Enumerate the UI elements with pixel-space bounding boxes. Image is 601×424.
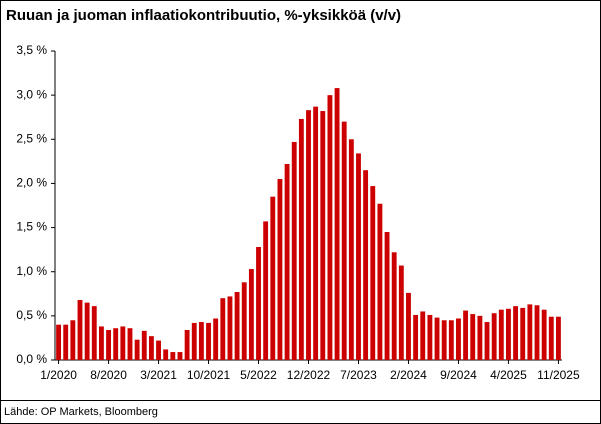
bar bbox=[356, 153, 361, 360]
source: Lähde: OP Markets, Bloomberg bbox=[4, 406, 158, 418]
y-tick-label: 1,5 % bbox=[16, 220, 47, 234]
bar bbox=[498, 309, 504, 360]
bar bbox=[120, 326, 126, 360]
bar bbox=[56, 324, 61, 360]
bar bbox=[77, 299, 83, 360]
bar bbox=[163, 349, 169, 360]
bar bbox=[398, 265, 404, 360]
y-tick-label: 0,0 % bbox=[16, 352, 47, 366]
bar bbox=[420, 311, 426, 360]
bar bbox=[448, 320, 454, 360]
bar bbox=[227, 296, 233, 360]
x-tick-label: 11/2025 bbox=[537, 368, 580, 382]
bar bbox=[370, 186, 376, 360]
bar bbox=[377, 203, 383, 360]
bar bbox=[127, 328, 133, 360]
bar bbox=[284, 164, 290, 360]
x-tick-label: 7/2023 bbox=[340, 368, 377, 382]
bar bbox=[548, 316, 554, 360]
bar bbox=[441, 320, 447, 360]
bar bbox=[248, 269, 254, 360]
bar bbox=[348, 139, 354, 360]
bar bbox=[527, 304, 533, 360]
bar bbox=[491, 313, 497, 360]
bar bbox=[156, 340, 161, 360]
bar bbox=[141, 330, 147, 360]
x-tick-label: 2/2024 bbox=[390, 368, 427, 382]
bar bbox=[434, 317, 440, 360]
bar bbox=[541, 309, 547, 360]
bar bbox=[334, 88, 340, 360]
bar bbox=[534, 305, 540, 360]
x-tick-label: 3/2021 bbox=[140, 368, 177, 382]
y-tick-label: 2,0 % bbox=[16, 176, 47, 190]
y-tick-label: 1,0 % bbox=[16, 264, 47, 278]
bar bbox=[306, 110, 311, 360]
bar bbox=[520, 307, 526, 360]
x-tick-label: 5/2022 bbox=[240, 368, 277, 382]
bar bbox=[91, 306, 97, 360]
bar bbox=[184, 329, 190, 360]
x-tick-label: 8/2020 bbox=[90, 368, 127, 382]
bar bbox=[277, 179, 283, 360]
bar bbox=[470, 314, 476, 360]
chart-title: Ruuan ja juoman inflaatiokontribuutio, %… bbox=[6, 7, 401, 24]
bar bbox=[106, 329, 111, 360]
bar bbox=[198, 322, 204, 360]
bar bbox=[191, 322, 197, 360]
bar bbox=[177, 352, 183, 360]
bar bbox=[313, 106, 319, 361]
bar bbox=[291, 141, 297, 360]
bar bbox=[241, 282, 247, 360]
bar bbox=[477, 315, 483, 360]
bar bbox=[98, 326, 104, 360]
bar bbox=[70, 320, 76, 360]
bar bbox=[263, 221, 269, 360]
bar bbox=[456, 318, 461, 360]
bar bbox=[320, 111, 326, 360]
bar bbox=[463, 310, 469, 360]
x-tick-label: 4/2025 bbox=[490, 368, 527, 382]
bar bbox=[84, 302, 90, 360]
x-tick-label: 10/2021 bbox=[187, 368, 231, 382]
bar bbox=[384, 231, 390, 360]
bar bbox=[556, 316, 561, 360]
bar bbox=[148, 336, 154, 360]
y-tick-label: 3,0 % bbox=[16, 87, 47, 101]
y-tick-label: 3,5 % bbox=[16, 43, 47, 57]
bar bbox=[484, 322, 490, 360]
bar bbox=[391, 252, 397, 360]
bar bbox=[170, 352, 176, 360]
bar bbox=[327, 95, 333, 361]
bar bbox=[427, 314, 433, 360]
x-tick-label: 1/2020 bbox=[40, 368, 77, 382]
bar bbox=[213, 318, 219, 360]
x-tick-label: 12/2022 bbox=[287, 368, 331, 382]
bar bbox=[63, 324, 69, 360]
bar bbox=[406, 292, 411, 360]
bar bbox=[413, 314, 419, 360]
y-tick-label: 0,5 % bbox=[16, 308, 47, 322]
y-tick-label: 2,5 % bbox=[16, 131, 47, 145]
bar bbox=[256, 246, 261, 360]
bar bbox=[234, 292, 240, 360]
bar bbox=[270, 196, 276, 360]
x-tick-label: 9/2024 bbox=[440, 368, 477, 382]
bar bbox=[298, 118, 304, 360]
bar bbox=[513, 306, 519, 360]
bar bbox=[206, 322, 211, 360]
bar bbox=[363, 170, 369, 360]
bar bbox=[113, 328, 119, 360]
bar bbox=[134, 339, 140, 360]
bar bbox=[341, 121, 347, 360]
bar bbox=[506, 308, 511, 360]
bar bbox=[220, 298, 226, 360]
